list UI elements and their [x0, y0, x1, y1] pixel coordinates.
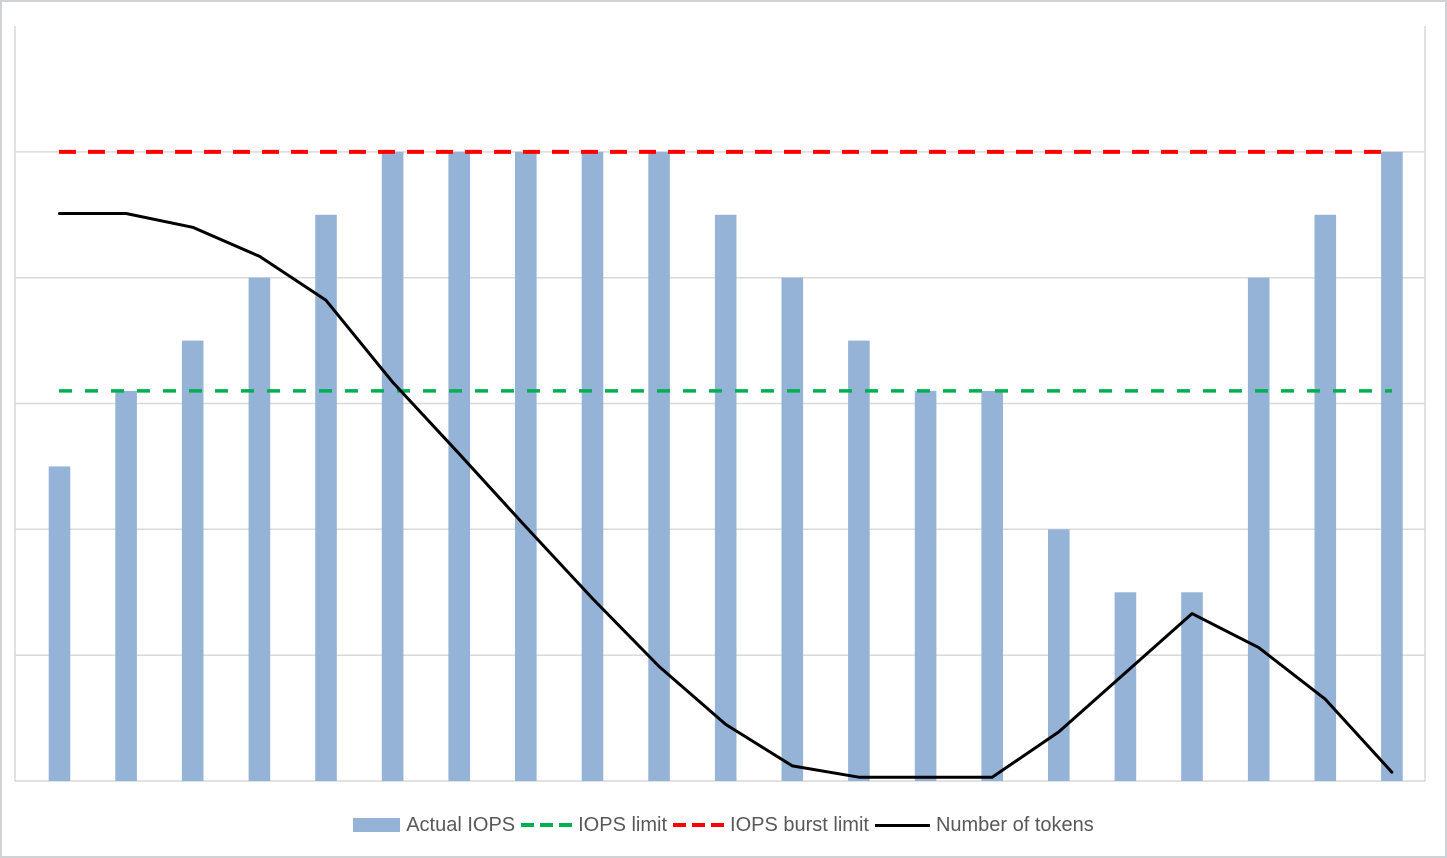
- legend-label-actual-iops: Actual IOPS: [406, 814, 516, 836]
- legend-swatch-iops-limit: [521, 823, 573, 827]
- bar-actual-iops-1: [48, 466, 71, 781]
- bar-actual-iops-4: [248, 277, 271, 781]
- bar-actual-iops-5: [315, 214, 337, 782]
- bar-actual-iops-15: [981, 390, 1003, 781]
- legend-item-number-of-tokens: Number of tokens: [874, 813, 1094, 837]
- bar-actual-iops-12: [781, 277, 804, 781]
- bar-actual-iops-7: [448, 151, 470, 781]
- legend-label-iops-burst-limit: IOPS burst limit: [730, 814, 869, 836]
- chart-legend: Actual IOPS IOPS limit IOPS burst limit …: [2, 813, 1445, 837]
- bar-actual-iops-18: [1181, 592, 1203, 781]
- tokens-line: [58, 212, 1394, 779]
- bar-actual-iops-21: [1381, 151, 1403, 781]
- legend-item-iops-limit: IOPS limit: [521, 813, 667, 837]
- bar-actual-iops-16: [1048, 529, 1070, 781]
- bar-actual-iops-11: [714, 214, 737, 782]
- bar-actual-iops-13: [848, 340, 870, 781]
- bar-actual-iops-19: [1247, 277, 1270, 781]
- bar-actual-iops-3: [181, 340, 204, 781]
- bar-actual-iops-2: [115, 390, 137, 781]
- iops-burst-chart: [14, 26, 1426, 782]
- bar-actual-iops-9: [581, 151, 604, 781]
- legend-swatch-actual-iops: [353, 818, 401, 832]
- bar-actual-iops-10: [648, 151, 670, 781]
- legend-swatch-number-of-tokens: [874, 823, 930, 827]
- bar-actual-iops-17: [1114, 592, 1137, 781]
- bar-actual-iops-6: [381, 151, 404, 781]
- legend-label-iops-limit: IOPS limit: [578, 814, 668, 836]
- legend-item-actual-iops: Actual IOPS: [353, 813, 515, 837]
- bar-actual-iops-14: [914, 390, 937, 781]
- bar-actual-iops-8: [515, 151, 537, 781]
- legend-label-number-of-tokens: Number of tokens: [935, 814, 1094, 836]
- bar-actual-iops-20: [1314, 214, 1337, 782]
- legend-item-iops-burst-limit: IOPS burst limit: [673, 813, 869, 837]
- legend-swatch-iops-burst-limit: [673, 823, 725, 827]
